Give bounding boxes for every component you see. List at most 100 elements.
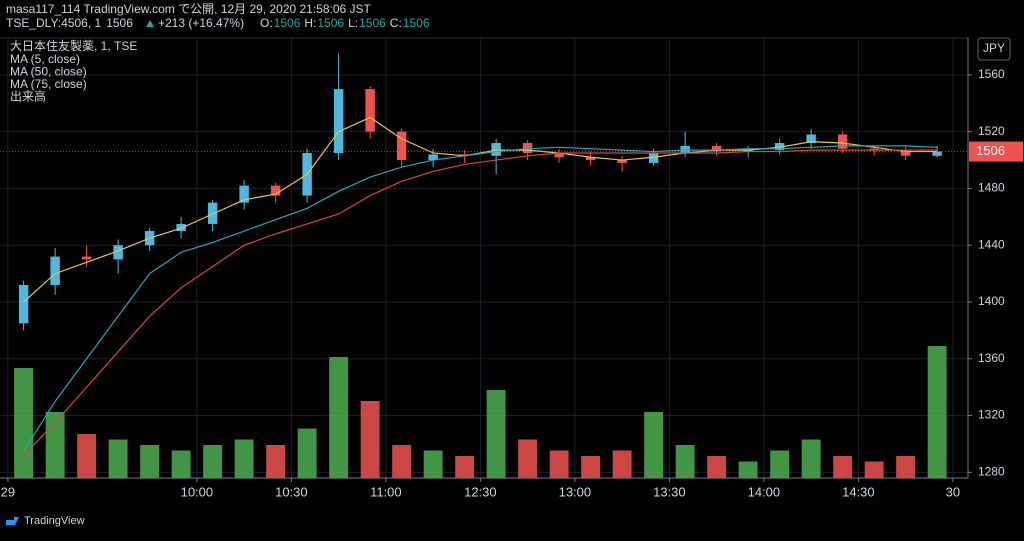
x-tick-label: 29	[1, 484, 15, 499]
ohlc-label: C:	[390, 16, 402, 30]
volume-bar	[140, 445, 160, 478]
volume-bar	[329, 357, 349, 478]
volume-bar	[549, 450, 569, 478]
volume-bar	[581, 456, 601, 478]
y-tick-label: 1280	[978, 464, 1005, 478]
x-tick-label: 12:30	[464, 484, 497, 499]
candle-body	[617, 160, 627, 163]
candle-body	[176, 223, 186, 232]
volume-bar	[77, 434, 97, 478]
volume-bar	[927, 346, 947, 478]
y-tick-label: 1400	[978, 294, 1005, 308]
volume-bar	[392, 445, 412, 478]
volume-bar	[234, 439, 254, 478]
symbol: TSE_DLY:4506, 1	[6, 16, 102, 30]
x-tick-label: 10:00	[181, 484, 214, 499]
volume-bar	[770, 450, 790, 478]
last-price-label: 1506	[976, 143, 1005, 158]
ohlc-label: O:	[260, 16, 273, 30]
legend-symbol: 大日本住友製薬, 1, TSE	[10, 39, 137, 53]
currency-box[interactable]	[977, 37, 1011, 61]
y-tick-label: 1480	[978, 181, 1005, 195]
candle-body	[680, 145, 690, 153]
volume-bar	[644, 412, 664, 478]
ohlc-value: 1506	[317, 16, 344, 30]
candle-body	[396, 131, 407, 161]
volume-bar	[707, 456, 727, 478]
volume-bar	[203, 445, 223, 478]
y-tick-label: 1520	[978, 124, 1005, 138]
volume-bar	[108, 439, 128, 478]
change: +213 (+16.47%)	[158, 16, 244, 30]
x-tick-label: 14:00	[748, 484, 781, 499]
volume-bar	[455, 456, 475, 478]
candle-body	[711, 145, 722, 152]
x-tick-label: 13:00	[559, 484, 592, 499]
candle-body	[428, 154, 438, 161]
x-tick-label: 30	[946, 484, 960, 499]
legend-entry: MA (75, close)	[10, 77, 87, 91]
volume-bar	[801, 439, 821, 478]
volume-bar	[864, 461, 884, 478]
candle-body	[333, 89, 344, 153]
candle-body	[869, 148, 879, 151]
candle-body	[270, 185, 281, 196]
y-tick-label: 1320	[978, 408, 1005, 422]
ma-line	[23, 145, 938, 452]
volume-bar	[423, 450, 443, 478]
x-tick-label: 13:30	[653, 484, 686, 499]
up-arrow	[146, 20, 154, 27]
legend-volume: 出来高	[10, 89, 46, 104]
volume-bar	[171, 450, 191, 478]
volume-bar	[266, 445, 286, 478]
y-tick-label: 1560	[978, 67, 1005, 81]
last-price-box	[969, 141, 1023, 162]
volume-bar	[675, 445, 695, 478]
ohlc-value: 1506	[274, 16, 301, 30]
candle-body	[491, 143, 501, 156]
volume-bar	[360, 401, 380, 478]
y-tick-label: 1440	[978, 237, 1005, 251]
legend-entry: MA (50, close)	[10, 65, 87, 79]
volume-bar	[833, 456, 853, 478]
volume-bar	[45, 412, 65, 478]
volume-bar	[297, 428, 317, 478]
ohlc-value: 1506	[403, 16, 430, 30]
volume-bar	[612, 450, 632, 478]
ma-line	[23, 116, 938, 303]
volume-bar	[14, 368, 34, 478]
ohlc-label: H:	[304, 16, 316, 30]
candle-body	[365, 89, 375, 132]
volume-bar	[518, 439, 538, 478]
candle-body	[648, 152, 659, 163]
x-tick-label: 10:30	[275, 484, 308, 499]
last: 1506	[106, 16, 133, 30]
grid	[0, 38, 968, 478]
ohlc-label: L:	[348, 16, 358, 30]
candle-body	[50, 256, 60, 285]
candle-body	[806, 134, 816, 144]
candle-body	[18, 284, 29, 324]
candle-body	[900, 150, 911, 156]
candle-body	[459, 154, 470, 156]
x-tick-label: 11:00	[370, 484, 402, 499]
volume-bar	[486, 390, 506, 478]
candle-body	[743, 150, 753, 152]
candle-body	[207, 202, 218, 224]
brand: TradingView	[24, 515, 85, 527]
candle-body	[113, 245, 123, 260]
published: masa117_114 TradingView.com で公開, 12月 29,…	[6, 2, 372, 16]
candle-body	[554, 152, 564, 158]
x-tick-label: 14:30	[842, 484, 875, 499]
candle-body	[585, 157, 596, 161]
volume-bar	[738, 461, 758, 478]
ohlc-value: 1506	[359, 16, 386, 30]
volume-bar	[896, 456, 916, 478]
candle-body	[522, 143, 533, 153]
candle-body	[774, 143, 785, 151]
logo	[6, 517, 19, 525]
candle-body	[239, 185, 249, 203]
currency[interactable]: JPY	[983, 41, 1005, 55]
